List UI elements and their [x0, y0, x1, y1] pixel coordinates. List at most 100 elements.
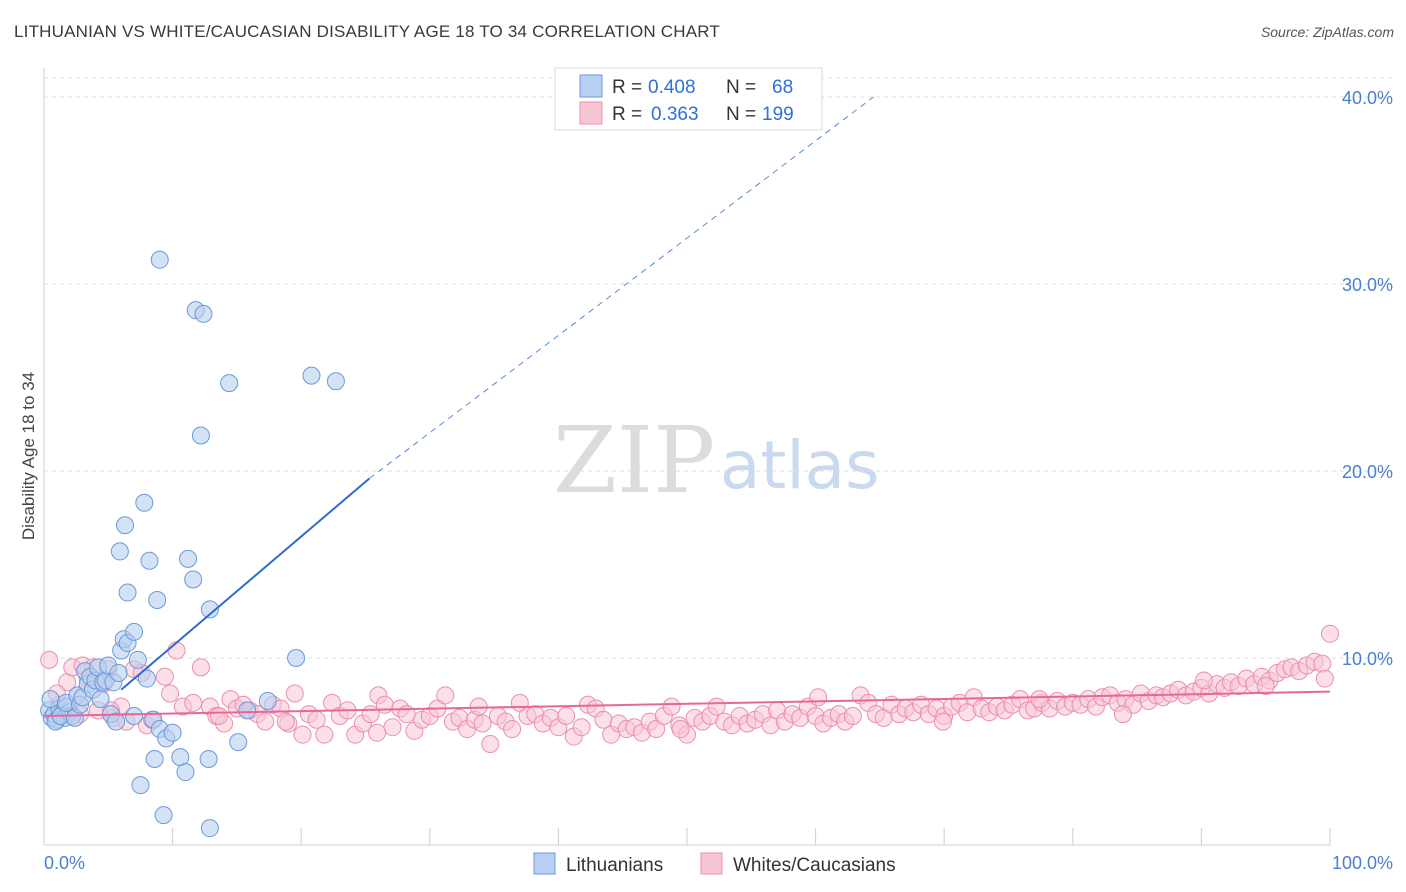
stats-legend: R = 0.408 N = 68 R = 0.363 N = 199: [554, 67, 823, 131]
point-lithuanians: [154, 806, 173, 825]
point-lithuanians: [179, 549, 198, 568]
point-whites: [315, 725, 334, 744]
y-tick-label-40: 40.0%: [1342, 88, 1393, 108]
point-lithuanians: [302, 366, 321, 385]
point-lithuanians: [238, 701, 257, 720]
watermark-zip: ZIP: [553, 407, 715, 514]
point-whites: [481, 735, 500, 754]
point-lithuanians: [200, 819, 219, 838]
point-whites: [469, 697, 488, 716]
x-tick-label-min: 0.0%: [44, 853, 85, 873]
legend-swatch-lithuanians: [579, 74, 603, 98]
trend-lines: [43, 96, 1331, 717]
point-whites: [1313, 654, 1332, 673]
point-lithuanians: [140, 551, 159, 570]
point-lithuanians: [200, 600, 219, 619]
point-lithuanians: [109, 663, 128, 682]
y-tick-label-10: 10.0%: [1342, 649, 1393, 669]
y-tick-label-30: 30.0%: [1342, 275, 1393, 295]
point-lithuanians: [91, 690, 110, 709]
point-whites: [572, 718, 591, 737]
point-whites: [473, 714, 492, 733]
point-whites: [184, 693, 203, 712]
point-lithuanians: [125, 622, 144, 641]
point-whites: [843, 706, 862, 725]
trend-line-whites: [43, 690, 1331, 717]
legend-r-value-2: 0.363: [651, 104, 699, 125]
trend-line-lithuanians: [120, 477, 371, 691]
point-lithuanians: [41, 690, 60, 709]
point-whites: [368, 723, 387, 742]
point-lithuanians: [229, 733, 248, 752]
point-whites: [167, 641, 186, 660]
point-lithuanians: [131, 776, 150, 795]
point-lithuanians: [171, 748, 190, 767]
point-lithuanians: [194, 304, 213, 323]
legend-n-label-1: N =: [726, 77, 756, 98]
y-axis-label: Disability Age 18 to 34: [19, 372, 38, 540]
legend-r-label-2: R =: [612, 104, 642, 125]
legend-n-label-2: N =: [726, 104, 756, 125]
y-tick-label-20: 20.0%: [1342, 462, 1393, 482]
point-lithuanians: [163, 723, 182, 742]
legend-r-value-1: 0.408: [648, 77, 696, 98]
bottom-legend-whites: Whites/Caucasians: [733, 855, 896, 876]
point-lithuanians: [116, 516, 135, 535]
bottom-legend-lithuanians: Lithuanians: [566, 855, 663, 876]
point-whites: [40, 650, 59, 669]
point-lithuanians: [184, 570, 203, 589]
point-whites: [671, 720, 690, 739]
point-whites: [1315, 669, 1334, 688]
series-lithuanians-points: [40, 250, 345, 838]
point-lithuanians: [118, 583, 137, 602]
point-lithuanians: [137, 669, 156, 688]
point-whites: [155, 667, 174, 686]
point-lithuanians: [107, 712, 126, 731]
legend-r-label-1: R =: [612, 77, 642, 98]
point-lithuanians: [287, 649, 306, 667]
point-lithuanians: [176, 763, 195, 782]
point-whites: [1194, 671, 1213, 690]
point-lithuanians: [128, 650, 147, 669]
series-legend: Lithuanians Whites/Caucasians: [533, 852, 896, 876]
series-whites-points: [40, 624, 1339, 754]
point-whites: [809, 688, 828, 707]
chart-title: LITHUANIAN VS WHITE/CAUCASIAN DISABILITY…: [14, 22, 721, 41]
point-whites: [707, 697, 726, 716]
bottom-legend-swatch-whites: [700, 852, 723, 875]
point-lithuanians: [110, 542, 129, 561]
point-lithuanians: [145, 749, 164, 768]
bottom-legend-swatch-lithuanians: [533, 852, 556, 875]
point-lithuanians: [199, 749, 218, 768]
point-lithuanians: [125, 706, 144, 725]
point-whites: [1256, 677, 1275, 696]
point-whites: [383, 718, 402, 737]
point-lithuanians: [326, 372, 345, 391]
legend-swatch-whites: [579, 101, 603, 125]
source-label: Source: ZipAtlas.com: [1260, 24, 1394, 40]
point-whites: [503, 720, 522, 739]
x-tick-labels: 0.0% 100.0%: [44, 853, 1393, 873]
watermark-atlas: atlas: [720, 427, 880, 504]
y-tick-labels: 10.0% 20.0% 30.0% 40.0%: [1342, 88, 1393, 669]
point-lithuanians: [191, 426, 210, 445]
x-tick-label-max: 100.0%: [1332, 853, 1393, 873]
point-whites: [256, 712, 275, 731]
point-whites: [276, 712, 295, 731]
point-whites: [436, 686, 455, 705]
point-lithuanians: [150, 250, 169, 269]
point-lithuanians: [148, 591, 167, 610]
point-whites: [293, 725, 312, 744]
point-lithuanians: [258, 692, 277, 711]
legend-n-value-1: 68: [772, 77, 793, 98]
gridlines: [43, 77, 1392, 845]
point-whites: [191, 658, 210, 677]
point-whites: [933, 712, 952, 731]
point-whites: [557, 706, 576, 725]
point-lithuanians: [220, 374, 239, 393]
point-whites: [285, 684, 304, 703]
point-lithuanians: [135, 493, 154, 512]
legend-n-value-2: 199: [762, 104, 794, 125]
point-whites: [161, 684, 180, 703]
